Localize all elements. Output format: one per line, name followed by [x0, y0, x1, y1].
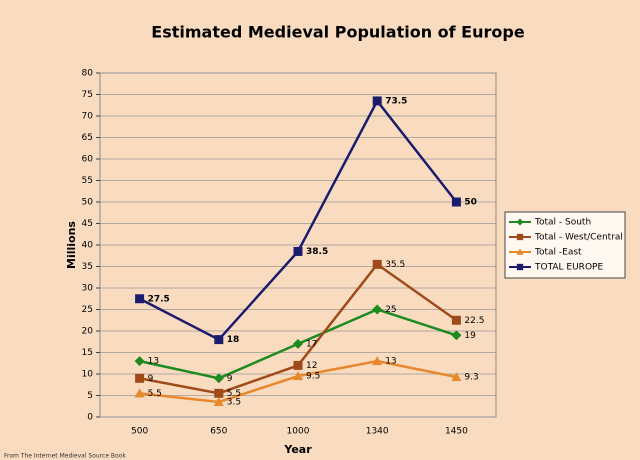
y-tick-label: 45: [82, 219, 93, 229]
marker: [372, 304, 383, 315]
y-tick-label: 30: [82, 284, 94, 294]
y-tick-label: 40: [82, 241, 94, 251]
x-axis-title: Year: [283, 443, 312, 456]
marker: [293, 371, 303, 381]
data-label: 12: [306, 361, 317, 371]
legend-marker: [516, 233, 524, 241]
data-label: 9.5: [306, 372, 320, 382]
marker: [293, 338, 303, 349]
y-tick-label: 25: [82, 305, 93, 315]
data-label: 18: [227, 335, 240, 345]
data-label: 73.5: [385, 96, 407, 106]
legend-marker: [516, 218, 524, 226]
y-tick-label: 50: [82, 198, 94, 208]
marker: [213, 373, 224, 384]
y-tick-label: 35: [82, 262, 93, 272]
y-tick-label: 75: [82, 90, 93, 100]
data-label: 13: [385, 357, 396, 367]
marker: [134, 388, 145, 398]
data-label: 9.3: [464, 373, 478, 383]
data-label: 3.5: [227, 397, 241, 407]
data-label: 35.5: [385, 260, 405, 270]
y-tick-label: 0: [87, 413, 93, 423]
data-label: 19: [464, 331, 476, 341]
y-tick-label: 55: [82, 176, 93, 186]
marker: [293, 360, 303, 370]
x-tick-label: 500: [131, 427, 148, 437]
marker: [213, 396, 224, 406]
data-label: 17: [306, 339, 317, 349]
data-label: 25: [385, 305, 396, 315]
y-tick-label: 15: [82, 348, 93, 358]
x-tick-label: 1450: [445, 427, 468, 437]
marker: [135, 294, 145, 304]
data-label: 50: [464, 198, 477, 208]
data-label: 22.5: [464, 316, 484, 326]
data-label: 13: [148, 357, 159, 367]
marker: [372, 259, 382, 269]
y-tick-label: 10: [82, 370, 94, 380]
x-tick-label: 1000: [287, 427, 310, 437]
data-label: 9: [148, 374, 154, 384]
marker: [451, 197, 461, 207]
marker: [134, 356, 145, 367]
legend-marker: [516, 263, 524, 271]
marker: [451, 315, 461, 325]
data-label: 5.5: [148, 389, 162, 399]
marker: [372, 96, 382, 106]
marker: [214, 335, 224, 345]
legend-label: Total - West/Central: [534, 233, 623, 243]
marker: [372, 356, 383, 366]
marker: [451, 330, 462, 341]
legend-label: Total - South: [534, 218, 591, 228]
y-axis-title: Millions: [65, 221, 78, 269]
chart-title: Estimated Medieval Population of Europe: [151, 23, 525, 42]
marker: [135, 373, 145, 383]
y-tick-label: 20: [82, 327, 94, 337]
y-tick-label: 5: [87, 391, 93, 401]
marker: [214, 388, 224, 398]
marker: [451, 372, 462, 382]
data-label: 38.5: [306, 247, 328, 257]
data-label: 9: [227, 374, 233, 384]
y-tick-label: 65: [82, 133, 93, 143]
y-tick-label: 70: [82, 112, 94, 122]
data-label: 27.5: [148, 294, 170, 304]
x-tick-label: 650: [210, 427, 227, 437]
marker: [293, 246, 303, 256]
x-tick-label: 1340: [366, 427, 389, 437]
source-note: From The Internet Medieval Source Book: [4, 453, 126, 460]
legend-label: Total -East: [534, 248, 582, 258]
y-tick-label: 80: [82, 69, 94, 79]
data-label: 5.5: [227, 389, 241, 399]
legend-label: TOTAL EUROPE: [534, 263, 603, 273]
y-tick-label: 60: [82, 155, 94, 165]
legend-marker: [516, 248, 524, 255]
